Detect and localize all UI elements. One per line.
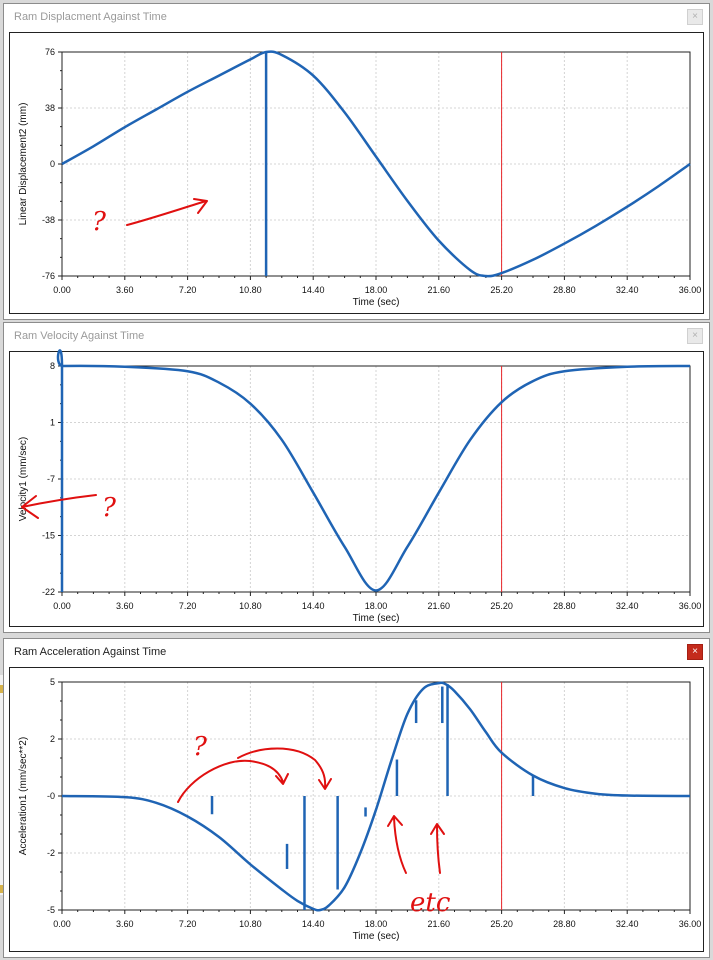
close-button[interactable]: × [687, 9, 703, 25]
x-tick-label: 18.00 [365, 285, 388, 295]
window-titlebar[interactable]: Ram Velocity Against Time × [4, 323, 709, 351]
window-title: Ram Velocity Against Time [14, 330, 145, 342]
question-mark-note: ? [193, 732, 208, 762]
series-line [61, 681, 691, 912]
x-tick-label: 21.60 [428, 601, 451, 611]
x-tick-label: 0.00 [53, 919, 71, 929]
x-tick-label: 10.80 [239, 285, 262, 295]
x-tick-label: 28.80 [553, 919, 576, 929]
y-tick-label: -2 [47, 848, 55, 858]
x-tick-label: 0.00 [53, 285, 71, 295]
x-tick-label: 10.80 [239, 601, 262, 611]
arrow-scribble [177, 759, 289, 803]
x-tick-label: 14.40 [302, 285, 325, 295]
y-tick-label: -5 [47, 905, 55, 915]
y-tick-label: -0 [47, 791, 55, 801]
y-tick-label: -15 [42, 531, 55, 541]
x-tick-label: 7.20 [179, 285, 197, 295]
acceleration-window[interactable]: Ram Acceleration Against Time × 0.00 3.60… [3, 638, 710, 958]
x-tick-label: 14.40 [302, 919, 325, 929]
question-mark-note: ? [102, 493, 117, 523]
arrow-scribble [237, 747, 332, 790]
x-tick-label: 32.40 [616, 601, 639, 611]
x-tick-label: 7.20 [179, 919, 197, 929]
x-tick-label: 25.20 [490, 285, 513, 295]
x-tick-label: 18.00 [365, 919, 388, 929]
y-tick-label: -22 [42, 587, 55, 597]
x-tick-label: 36.00 [679, 285, 702, 295]
close-button[interactable]: × [687, 644, 703, 660]
x-tick-label: 36.00 [679, 919, 702, 929]
x-tick-label: 0.00 [53, 601, 71, 611]
etc-note: etc [410, 888, 451, 918]
x-tick-label: 25.20 [490, 601, 513, 611]
y-axis-label: Linear Displacement2 (mm) [18, 103, 29, 226]
x-tick-label: 7.20 [179, 601, 197, 611]
close-button[interactable]: × [687, 328, 703, 344]
x-tick-label: 32.40 [616, 919, 639, 929]
series-line [61, 50, 691, 278]
x-tick-label: 36.00 [679, 601, 702, 611]
arrow-scribble [126, 198, 208, 226]
x-tick-label: 3.60 [116, 285, 134, 295]
arrow-scribble [387, 815, 407, 874]
y-tick-label: 8 [50, 361, 55, 371]
x-tick-label: 28.80 [553, 601, 576, 611]
x-axis-label: Time (sec) [353, 931, 400, 942]
displacement-window[interactable]: Ram Displacment Against Time × 0.00 3.60 7… [3, 3, 710, 320]
window-titlebar[interactable]: Ram Acceleration Against Time × [4, 639, 709, 667]
acceleration-chart: 0.00 3.60 7.20 10.80 14.40 18.00 21.60 25.20 28.… [18, 677, 702, 942]
y-tick-label: 0 [50, 159, 55, 169]
handwritten-annotation: ? etc [177, 732, 451, 918]
question-mark-note: ? [92, 207, 107, 237]
arrow-scribble [430, 823, 445, 874]
series-line [56, 349, 691, 592]
y-tick-label: 5 [50, 677, 55, 687]
window-title: Ram Displacment Against Time [14, 11, 167, 23]
x-tick-label: 21.60 [428, 285, 451, 295]
x-tick-label: 3.60 [116, 919, 134, 929]
plot-area[interactable]: 0.00 3.60 7.20 10.80 14.40 18.00 21.60 25.20 28.… [9, 667, 704, 952]
y-tick-label: -76 [42, 271, 55, 281]
x-tick-label: 32.40 [616, 285, 639, 295]
arrow-scribble [21, 494, 97, 519]
window-title: Ram Acceleration Against Time [14, 646, 167, 658]
y-tick-label: 2 [50, 734, 55, 744]
handwritten-annotation: ? [21, 493, 117, 523]
velocity-window[interactable]: Ram Velocity Against Time × 0.00 3.60 7.20… [3, 322, 710, 633]
y-axis-label: Acceleration1 (mm/sec**2) [18, 737, 29, 855]
x-tick-label: 3.60 [116, 601, 134, 611]
y-tick-label: -7 [47, 474, 55, 484]
y-tick-label: 38 [45, 103, 55, 113]
x-tick-label: 18.00 [365, 601, 388, 611]
x-tick-label: 28.80 [553, 285, 576, 295]
x-tick-label: 10.80 [239, 919, 262, 929]
plot-area[interactable]: 0.00 3.60 7.20 10.80 14.40 18.00 21.60 25.20 28.… [9, 32, 704, 314]
window-titlebar[interactable]: Ram Displacment Against Time × [4, 4, 709, 32]
y-tick-label: -38 [42, 215, 55, 225]
velocity-chart: 0.00 3.60 7.20 10.80 14.40 18.00 21.60 25.20 28.… [18, 349, 702, 624]
y-tick-label: 76 [45, 47, 55, 57]
x-axis-label: Time (sec) [353, 297, 400, 308]
x-tick-label: 21.60 [428, 919, 451, 929]
handwritten-annotation: ? [92, 198, 208, 237]
plot-area[interactable]: 0.00 3.60 7.20 10.80 14.40 18.00 21.60 25.20 28.… [9, 349, 704, 627]
x-tick-label: 14.40 [302, 601, 325, 611]
x-axis-label: Time (sec) [353, 613, 400, 624]
displacement-chart: 0.00 3.60 7.20 10.80 14.40 18.00 21.60 25.20 28.… [18, 47, 702, 308]
x-tick-label: 25.20 [490, 919, 513, 929]
y-axis-label: Velocity1 (mm/sec) [18, 437, 29, 521]
y-tick-label: 1 [50, 418, 55, 428]
